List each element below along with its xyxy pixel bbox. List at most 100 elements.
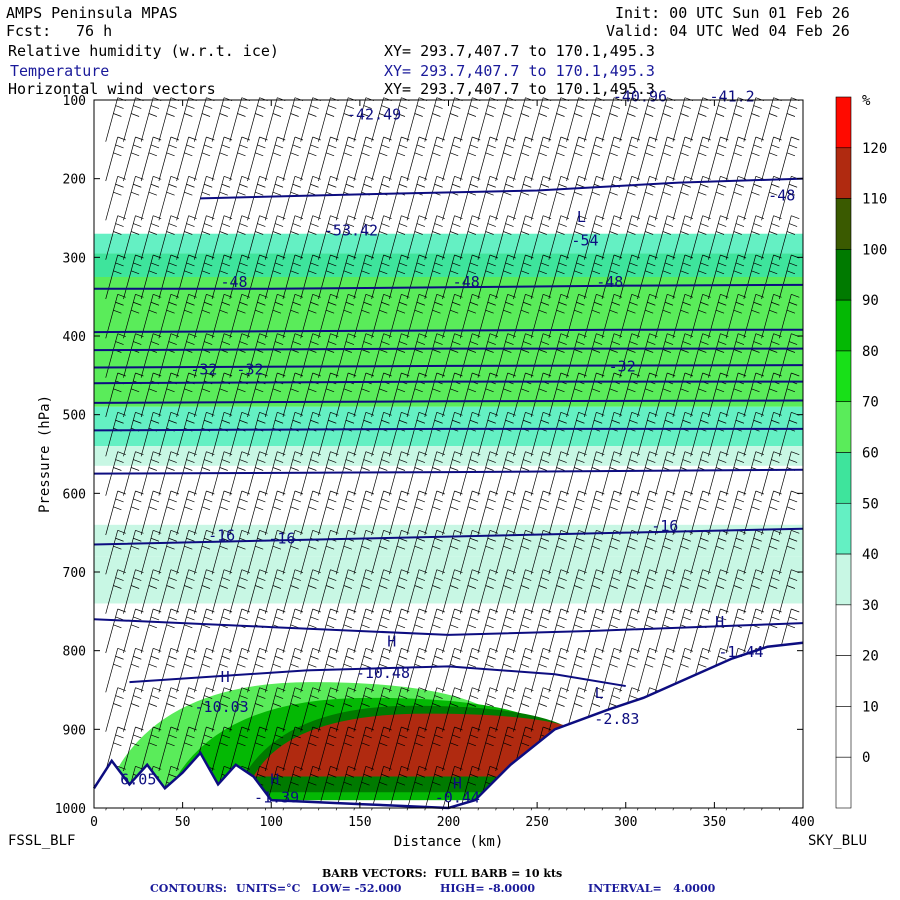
wind-barb bbox=[619, 569, 640, 614]
barb-flag bbox=[733, 270, 742, 275]
barb-flag bbox=[221, 498, 231, 503]
barb-staff bbox=[123, 726, 136, 772]
barb-flag bbox=[753, 105, 762, 109]
barb-staff bbox=[176, 530, 189, 575]
wind-barb bbox=[530, 608, 552, 654]
field-name-rh: Relative humidity (w.r.t. ice) bbox=[8, 42, 279, 60]
barb-staff bbox=[583, 97, 597, 142]
barb-staff bbox=[140, 176, 154, 221]
barb-staff bbox=[105, 215, 119, 260]
barb-staff bbox=[300, 136, 314, 182]
contour-label: -41.2 bbox=[710, 88, 755, 106]
barb-flag bbox=[469, 341, 479, 345]
barb-flag bbox=[168, 655, 177, 660]
barb-flag bbox=[166, 585, 175, 589]
barb-flag bbox=[574, 191, 583, 196]
barb-flag bbox=[469, 773, 479, 778]
barb-flag bbox=[186, 341, 195, 345]
barb-flag bbox=[148, 309, 157, 314]
barb-staff bbox=[725, 333, 739, 378]
wind-barb bbox=[176, 648, 197, 693]
barb-flag bbox=[239, 498, 248, 503]
barb-flag bbox=[611, 577, 620, 581]
wind-barb bbox=[335, 136, 357, 182]
barb-staff bbox=[300, 176, 314, 221]
barb-staff bbox=[725, 412, 739, 457]
barb-staff bbox=[424, 176, 438, 221]
wind-barb bbox=[566, 490, 587, 536]
barb-flag bbox=[591, 506, 601, 511]
barb-flag bbox=[558, 105, 567, 109]
barb-flag bbox=[662, 663, 672, 668]
barb-flag bbox=[343, 152, 352, 157]
barb-flag bbox=[788, 144, 798, 149]
barb-staff bbox=[264, 490, 278, 536]
field-name-temperature: Temperature bbox=[10, 62, 110, 80]
barb-flag bbox=[682, 616, 691, 621]
barb-flag bbox=[166, 231, 175, 235]
barb-flag bbox=[381, 223, 390, 227]
barb-flag bbox=[148, 270, 157, 275]
barb-flag bbox=[591, 663, 601, 668]
barb-flag bbox=[257, 655, 266, 660]
barb-flag bbox=[538, 663, 547, 668]
barb-flag bbox=[432, 467, 441, 471]
barb-flag bbox=[310, 105, 319, 109]
barb-flag bbox=[771, 105, 780, 109]
wind-barb bbox=[548, 490, 569, 536]
barb-staff bbox=[725, 569, 739, 614]
wind-barb bbox=[264, 136, 286, 182]
barb-staff bbox=[548, 490, 562, 536]
contour-label: -40.96 bbox=[613, 88, 667, 106]
barb-flag bbox=[735, 223, 745, 227]
terrain-layer bbox=[92, 641, 804, 810]
barb-flag bbox=[538, 388, 547, 393]
barb-flag bbox=[718, 301, 727, 306]
barb-flag bbox=[485, 506, 494, 511]
barb-flag bbox=[733, 545, 742, 550]
barb-flag bbox=[520, 113, 530, 117]
barb-flag bbox=[682, 537, 691, 542]
barb-flag bbox=[186, 419, 195, 424]
barb-flag bbox=[576, 105, 585, 109]
barb-flag bbox=[452, 616, 461, 621]
barb-flag bbox=[148, 506, 157, 511]
barb-flag bbox=[113, 506, 122, 511]
barb-flag bbox=[274, 498, 284, 503]
barb-flag bbox=[538, 624, 547, 629]
barb-flag bbox=[647, 341, 656, 345]
barb-staff bbox=[318, 608, 331, 654]
barb-flag bbox=[487, 223, 496, 227]
barb-staff bbox=[530, 530, 544, 575]
barb-flag bbox=[538, 270, 547, 275]
barb-flag bbox=[396, 545, 406, 550]
barb-flag bbox=[485, 349, 494, 353]
barb-flag bbox=[201, 191, 211, 196]
barb-flag bbox=[645, 663, 654, 668]
wind-barb bbox=[566, 648, 587, 693]
barb-flag bbox=[221, 262, 231, 267]
wind-barb bbox=[229, 97, 250, 142]
barb-staff bbox=[672, 608, 686, 654]
barb-flag bbox=[452, 695, 461, 699]
barb-staff bbox=[424, 726, 438, 772]
barb-flag bbox=[257, 183, 266, 188]
barb-flag bbox=[168, 262, 177, 267]
barb-flag bbox=[255, 742, 264, 747]
barb-flag bbox=[381, 498, 390, 503]
barb-flag bbox=[168, 537, 177, 542]
colorbar-swatch bbox=[835, 401, 852, 453]
barb-flag bbox=[434, 223, 443, 227]
barb-flag bbox=[399, 144, 408, 149]
wind-barb bbox=[353, 333, 374, 378]
barb-flag bbox=[629, 537, 638, 542]
barb-staff bbox=[672, 451, 686, 496]
barb-flag bbox=[452, 262, 461, 267]
barb-staff bbox=[300, 372, 314, 418]
barb-flag bbox=[416, 183, 426, 188]
barb-staff bbox=[105, 294, 119, 339]
barb-flag bbox=[204, 498, 213, 503]
barb-staff bbox=[158, 136, 172, 182]
barb-flag bbox=[308, 506, 317, 511]
barb-staff bbox=[176, 136, 189, 182]
